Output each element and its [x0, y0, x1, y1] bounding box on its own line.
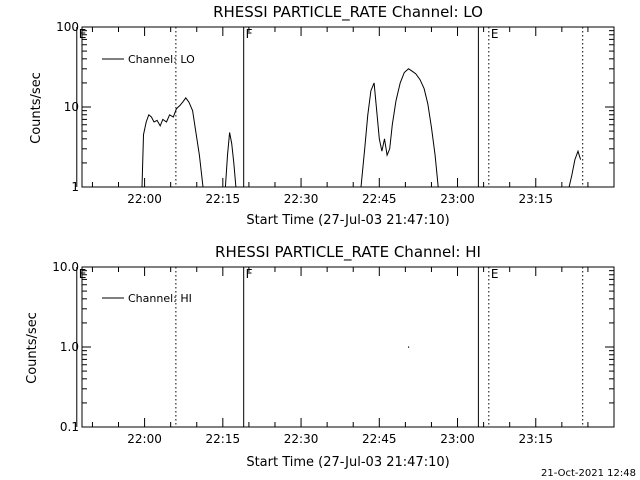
panel-hi-ylabel: Counts/sec: [25, 312, 40, 384]
panel-hi-xtick-label: 22:15: [206, 432, 241, 446]
panel-hi-legend-label: Channel: HI: [128, 292, 192, 305]
panel-hi-title: RHESSI PARTICLE_RATE Channel: HI: [215, 243, 481, 262]
panel-hi-xlabel: Start Time (27-Jul-03 21:47:10): [246, 455, 449, 470]
panel-lo-ytick-label: 10: [64, 100, 79, 114]
panel-lo-xtick-label: 23:15: [518, 192, 553, 206]
panel-lo-xtick-label: 22:15: [206, 192, 241, 206]
panel-lo-series-segment-3: [360, 68, 439, 188]
panel-lo-marker-label: F: [246, 27, 253, 41]
panel-lo-ytick-label: 1: [71, 180, 79, 194]
panel-lo-xtick-label: 23:00: [440, 192, 475, 206]
panel-hi-xtick-label: 22:30: [284, 432, 319, 446]
panel-hi-ytick-label: 10.0: [52, 260, 79, 274]
panel-lo-series-segment-1: [141, 97, 204, 188]
panel-hi-xtick-label: 23:00: [440, 432, 475, 446]
panel-lo-title: RHESSI PARTICLE_RATE Channel: LO: [213, 3, 483, 22]
panel-lo-xtick-label: 22:45: [362, 192, 397, 206]
panel-lo-ylabel: Counts/sec: [29, 72, 44, 144]
panel-lo-plot: 1 10 100 22:00 22:15 22:30 22:45 23:00 23:15 E F E: [56, 20, 615, 206]
panel-hi-ytick-label: 0.1: [60, 420, 79, 434]
panel-hi-marker-label: E: [79, 267, 87, 281]
panel-hi-xtick-label: 22:45: [362, 432, 397, 446]
panel-lo-legend-label: Channel: LO: [128, 53, 195, 66]
panel-hi-ytick-label: 1.0: [60, 340, 79, 354]
panel-lo-xlabel: Start Time (27-Jul-03 21:47:10): [246, 213, 449, 228]
panel-lo-xtick-label: 22:30: [284, 192, 319, 206]
panel-lo-legend: Channel: LO: [102, 53, 195, 66]
panel-hi-marker-label: F: [246, 267, 253, 281]
panel-lo-xtick-label: 22:00: [127, 192, 162, 206]
panel-lo-series-segment-2: [224, 132, 237, 188]
panel-hi-xtick-label: 23:15: [518, 432, 553, 446]
generated-timestamp: 21-Oct-2021 12:48: [541, 468, 636, 479]
panel-hi-data-point: [407, 346, 410, 348]
panel-lo-marker-label: E: [491, 27, 499, 41]
panel-hi-plot: 0.1 1.0 10.0 22:00 22:15 22:30 22:45 23:00 23:15…: [52, 260, 615, 446]
panel-lo-series-segment-4: [568, 149, 582, 188]
panel-lo-marker-label: E: [79, 27, 87, 41]
panel-hi-xtick-label: 22:00: [127, 432, 162, 446]
panel-hi-marker-label: E: [491, 267, 499, 281]
panel-lo-ytick-label: 100: [56, 20, 79, 34]
